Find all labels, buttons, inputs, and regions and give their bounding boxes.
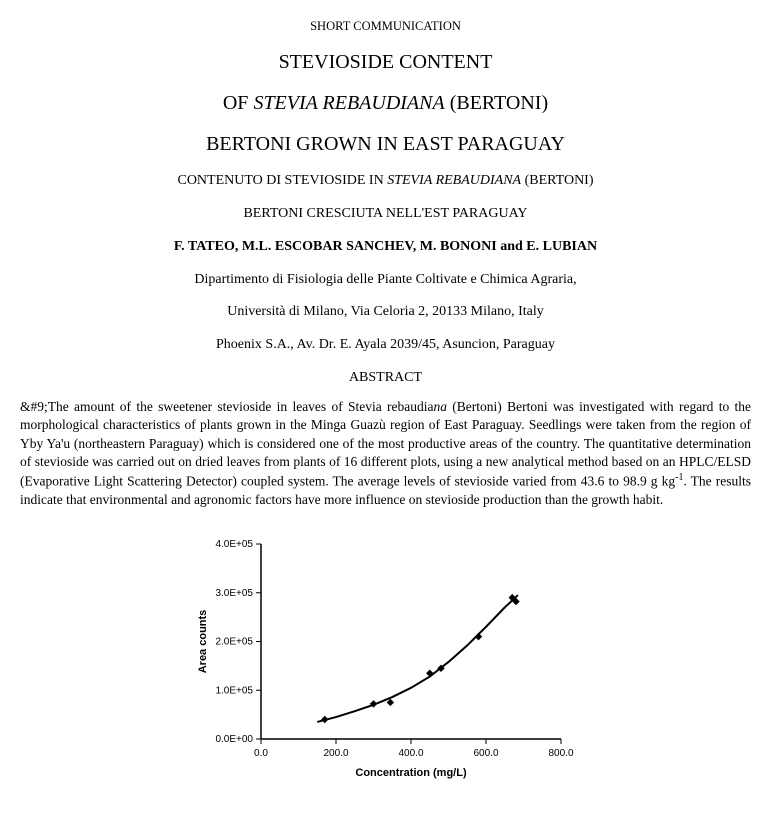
title-line-2-italic: STEVIA REBAUDIANA <box>253 92 444 114</box>
svg-text:400.0: 400.0 <box>398 748 423 759</box>
svg-text:0.0: 0.0 <box>254 748 268 759</box>
abstract-it1: na <box>434 399 448 414</box>
affiliation-2: Università di Milano, Via Celoria 2, 201… <box>20 303 751 322</box>
svg-text:3.0E+05: 3.0E+05 <box>215 588 253 599</box>
svg-text:2.0E+05: 2.0E+05 <box>215 636 253 647</box>
abstract-pre: &#9;The amount of the sweetener steviosi… <box>20 399 434 414</box>
subtitle-line-1: CONTENUTO DI STEVIOSIDE IN STEVIA REBAUD… <box>20 172 751 191</box>
title-line-1: STEVIOSIDE CONTENT <box>20 49 751 76</box>
subtitle-line-1-pre: CONTENUTO DI STEVIOSIDE IN <box>177 173 387 188</box>
subtitle-line-1-post: (BERTONI) <box>521 173 593 188</box>
subtitle-line-2: BERTONI CRESCIUTA NELL'EST PARAGUAY <box>20 205 751 224</box>
affiliation-1: Dipartimento di Fisiologia delle Piante … <box>20 271 751 290</box>
affiliation-3: Phoenix S.A., Av. Dr. E. Ayala 2039/45, … <box>20 336 751 355</box>
short-communication-label: SHORT COMMUNICATION <box>20 18 751 35</box>
subtitle-line-1-italic: STEVIA REBAUDIANA <box>387 173 521 188</box>
abstract-heading: ABSTRACT <box>20 369 751 388</box>
title-line-2-pre: OF <box>223 92 254 114</box>
svg-text:Concentration (mg/L): Concentration (mg/L) <box>355 767 467 779</box>
svg-text:0.0E+00: 0.0E+00 <box>215 734 253 745</box>
svg-text:200.0: 200.0 <box>323 748 348 759</box>
svg-text:Area counts: Area counts <box>197 610 209 674</box>
svg-text:4.0E+05: 4.0E+05 <box>215 539 253 550</box>
concentration-area-chart: 0.0E+00 1.0E+05 2.0E+05 3.0E+05 4.0E+05 0.0 20… <box>176 529 596 789</box>
svg-text:1.0E+05: 1.0E+05 <box>215 685 253 696</box>
title-line-2: OF STEVIA REBAUDIANA (BERTONI) <box>20 90 751 117</box>
svg-text:600.0: 600.0 <box>473 748 498 759</box>
authors-line: F. TATEO, M.L. ESCOBAR SANCHEV, M. BONON… <box>20 238 751 257</box>
abstract-text: &#9;The amount of the sweetener steviosi… <box>20 398 751 509</box>
svg-text:800.0: 800.0 <box>548 748 573 759</box>
title-line-2-post: (BERTONI) <box>445 92 548 114</box>
title-line-3: BERTONI GROWN IN EAST PARAGUAY <box>20 131 751 158</box>
chart-container: 0.0E+00 1.0E+05 2.0E+05 3.0E+05 4.0E+05 0.0 20… <box>20 529 751 796</box>
